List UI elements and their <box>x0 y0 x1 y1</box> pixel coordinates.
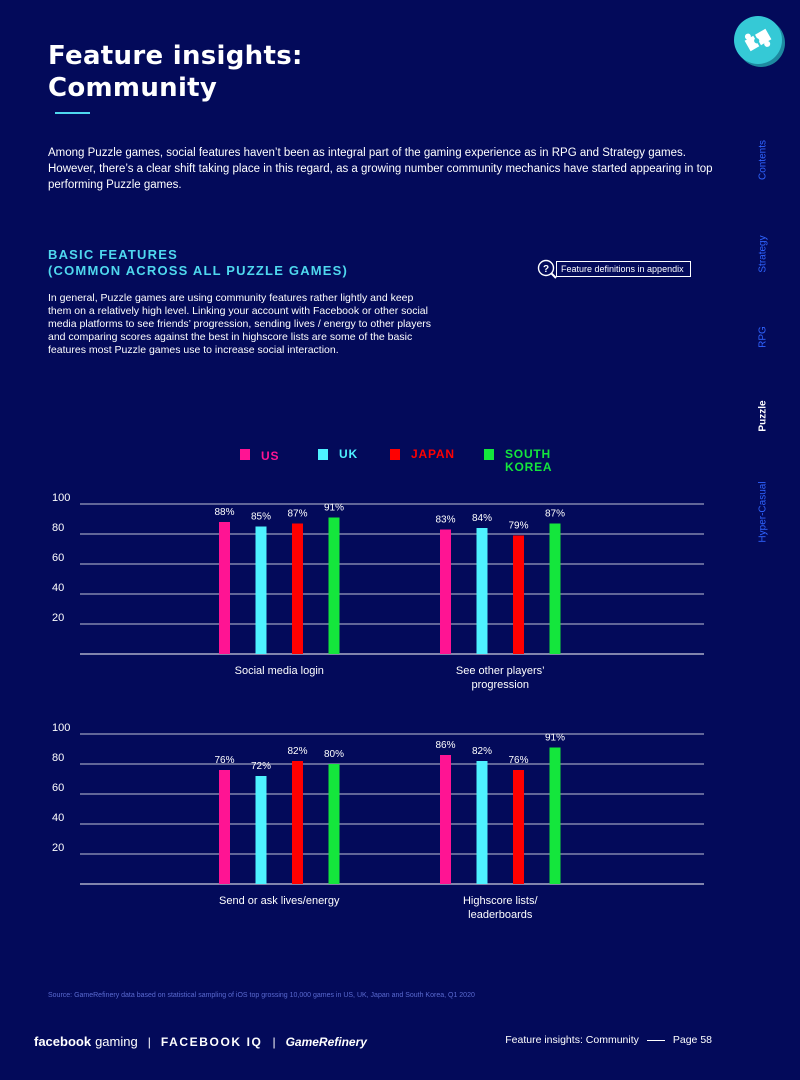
y-tick-label: 80 <box>52 522 64 534</box>
bar-chart-top: 20 40 60 80 100 88% 85% 87% 91% Social media logi… <box>52 492 704 691</box>
category-label: Send or ask lives/energy <box>219 895 340 907</box>
legend-item-uk: UK <box>318 448 358 461</box>
bar-us <box>440 755 451 884</box>
nav-contents[interactable]: Contents <box>757 139 769 181</box>
data-label: 84% <box>472 513 492 524</box>
section-heading-line2: (COMMON ACROSS ALL PUZZLE GAMES) <box>48 263 349 278</box>
data-label: 82% <box>472 746 492 757</box>
brand-gaming: gaming <box>95 1034 138 1049</box>
y-tick-label: 60 <box>52 782 64 794</box>
bar-uk <box>476 528 488 654</box>
data-label: 91% <box>545 733 565 744</box>
y-tick-label: 20 <box>52 612 64 624</box>
data-label: 79% <box>508 521 528 532</box>
y-tick-label: 100 <box>52 492 70 504</box>
bar-south-korea <box>328 517 340 654</box>
bar-uk <box>255 776 267 884</box>
data-label: 76% <box>214 755 234 766</box>
page-title-line1: Feature insights: <box>48 41 303 71</box>
bar-japan <box>513 770 524 884</box>
legend-label-uk: UK <box>339 447 358 461</box>
data-label: 80% <box>324 749 344 760</box>
footer-dash <box>646 1039 665 1041</box>
legend-item-south-korea: SOUTH KOREA <box>484 448 552 474</box>
section-heading: BASIC FEATURES (COMMON ACROSS ALL PUZZLE… <box>48 247 348 279</box>
appendix-link[interactable]: ? Feature definitions in appendix <box>536 258 691 279</box>
nav-puzzle[interactable]: Puzzle <box>757 400 769 432</box>
y-tick-label: 80 <box>52 752 64 764</box>
legend-item-japan: JAPAN <box>390 448 455 461</box>
y-tick-label: 60 <box>52 552 64 564</box>
data-label: 87% <box>545 509 565 520</box>
data-label: 82% <box>287 746 307 757</box>
brand-gamerefinery: GameRefinery <box>285 1034 367 1049</box>
bar-japan <box>292 761 303 884</box>
category-label: leaderboards <box>468 909 533 921</box>
question-magnifier-icon: ? <box>536 258 558 280</box>
page-title-line2: Community <box>48 73 218 103</box>
intro-paragraph: Among Puzzle games, social features have… <box>48 147 713 191</box>
bar-south-korea <box>549 523 561 654</box>
bar-us <box>219 522 230 654</box>
bar-south-korea <box>328 764 340 884</box>
brand-facebook: facebook <box>34 1034 92 1049</box>
y-tick-label: 20 <box>52 842 64 854</box>
legend-swatch-uk <box>318 449 328 460</box>
brand-separator: | <box>272 1034 276 1049</box>
bar-uk <box>476 761 488 884</box>
footer-section-label: Feature insights: Community <box>505 1034 639 1046</box>
page-number: Page 58 <box>672 1034 712 1046</box>
nav-rpg[interactable]: RPG <box>757 326 769 348</box>
y-tick-label: 40 <box>52 582 64 594</box>
data-label: 85% <box>251 512 271 523</box>
section-heading-line1: BASIC FEATURES <box>48 247 178 262</box>
legend-item-us: US <box>240 448 279 463</box>
nav-hyper-casual[interactable]: Hyper-Casual <box>757 481 769 543</box>
bar-japan <box>292 523 303 654</box>
legend-label-us: US <box>261 449 280 463</box>
side-navigation: Contents Strategy RPG Puzzle Hyper-Casua… <box>750 0 776 1080</box>
source-note: Source: GameRefinery data based on stati… <box>48 992 475 999</box>
category-label: See other players’ <box>456 665 545 677</box>
svg-text:?: ? <box>543 264 549 275</box>
data-label: 76% <box>508 755 528 766</box>
section-body: In general, Puzzle games are using commu… <box>48 292 432 356</box>
bar-south-korea <box>549 747 561 884</box>
y-tick-label: 100 <box>52 722 70 734</box>
legend-label-south-korea: SOUTH KOREA <box>505 447 553 474</box>
legend-swatch-us <box>240 449 250 460</box>
brand-separator: | <box>147 1034 151 1049</box>
page-title: Feature insights: Community <box>48 40 303 104</box>
legend-swatch-japan <box>390 449 400 460</box>
data-label: 87% <box>287 509 307 520</box>
data-label: 91% <box>324 503 344 514</box>
data-label: 72% <box>251 761 271 772</box>
legend-swatch-south-korea <box>484 449 494 460</box>
appendix-label: Feature definitions in appendix <box>556 260 691 277</box>
category-label: Highscore lists/ <box>463 895 539 907</box>
title-underline <box>55 112 90 114</box>
data-label: 83% <box>435 515 455 526</box>
bar-chart-bottom: 20 40 60 80 100 76% 72% 82% 80% Send or ask lives… <box>52 722 704 921</box>
bar-us <box>219 770 230 884</box>
y-tick-label: 40 <box>52 812 64 824</box>
data-label: 88% <box>214 507 234 518</box>
legend-label-japan: JAPAN <box>411 447 455 461</box>
puzzle-piece-icon <box>734 16 782 64</box>
footer-brands: facebook gaming | FACEBOOK IQ | GameRefi… <box>34 1034 367 1049</box>
nav-strategy[interactable]: Strategy <box>757 235 769 273</box>
category-label: progression <box>472 679 529 691</box>
bar-japan <box>513 535 524 654</box>
footer-page-info: Feature insights: Community Page 58 <box>505 1034 712 1046</box>
category-label: Social media login <box>235 665 324 677</box>
bar-us <box>440 529 451 654</box>
data-label: 86% <box>435 740 455 751</box>
bar-uk <box>255 526 267 654</box>
brand-facebook-iq: FACEBOOK IQ <box>160 1034 263 1049</box>
